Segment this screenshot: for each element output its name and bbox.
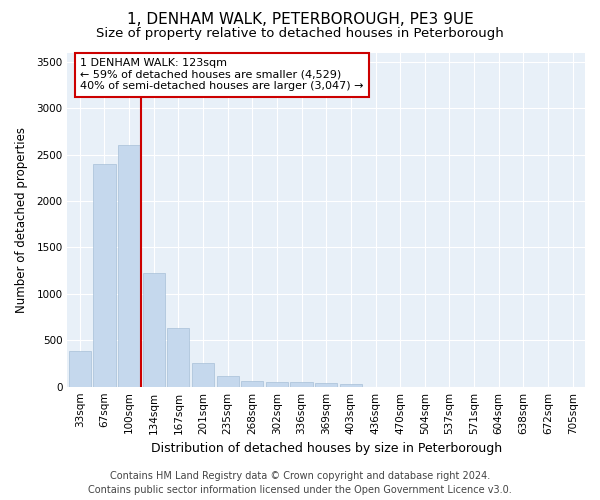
Text: 1 DENHAM WALK: 123sqm
← 59% of detached houses are smaller (4,529)
40% of semi-d: 1 DENHAM WALK: 123sqm ← 59% of detached … xyxy=(80,58,364,92)
Text: 1, DENHAM WALK, PETERBOROUGH, PE3 9UE: 1, DENHAM WALK, PETERBOROUGH, PE3 9UE xyxy=(127,12,473,28)
Bar xyxy=(290,382,313,386)
Bar xyxy=(266,382,288,386)
Bar xyxy=(68,352,91,386)
Bar xyxy=(143,272,165,386)
Y-axis label: Number of detached properties: Number of detached properties xyxy=(15,126,28,312)
Bar xyxy=(340,384,362,386)
Bar xyxy=(118,146,140,386)
Bar xyxy=(241,381,263,386)
Bar xyxy=(94,164,116,386)
Bar xyxy=(192,364,214,386)
Bar xyxy=(167,328,190,386)
Text: Contains HM Land Registry data © Crown copyright and database right 2024.
Contai: Contains HM Land Registry data © Crown c… xyxy=(88,471,512,495)
X-axis label: Distribution of detached houses by size in Peterborough: Distribution of detached houses by size … xyxy=(151,442,502,455)
Text: Size of property relative to detached houses in Peterborough: Size of property relative to detached ho… xyxy=(96,28,504,40)
Bar xyxy=(315,382,337,386)
Bar xyxy=(217,376,239,386)
